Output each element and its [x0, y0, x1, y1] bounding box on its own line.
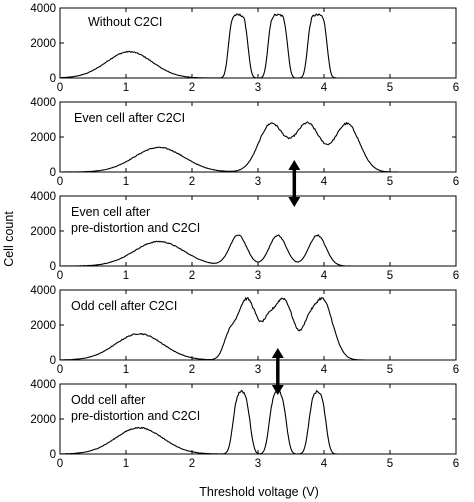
x-tick-label: 0: [57, 82, 63, 94]
x-tick-label: 0: [57, 458, 63, 470]
x-tick-label: 1: [123, 364, 129, 376]
arrows-group: [271, 160, 301, 395]
panel-5: 0 1 2 3 4 5 6 0 2000 4000 Odd cell after pre-distor…: [30, 379, 459, 470]
x-tick-label: 4: [321, 270, 328, 282]
panel-2: 0 1 2 3 4 5 6 0 2000 4000 Even cell after C2CI: [30, 97, 459, 188]
x-tick-label: 2: [189, 270, 195, 282]
y-tick-label: 4000: [30, 379, 56, 391]
series-line: [59, 389, 456, 455]
x-tick-label: 3: [255, 176, 261, 188]
y-tick-label: 4000: [30, 285, 56, 297]
x-tick-label: 1: [123, 176, 129, 188]
x-tick-label: 6: [453, 82, 459, 94]
x-tick-label: 6: [453, 270, 459, 282]
y-tick-label: 2000: [30, 132, 56, 144]
y-tick-label: 2000: [30, 38, 56, 50]
series-line: [60, 233, 456, 267]
x-tick-label: 5: [387, 82, 393, 94]
panel-annotation: Even cell after C2CI: [74, 111, 185, 125]
panel-annotation: Even cell after: [71, 205, 150, 219]
y-axis-label: Cell count: [2, 211, 16, 267]
series-line: [60, 121, 456, 173]
x-tick-label: 5: [387, 270, 393, 282]
x-tick-label: 3: [255, 458, 261, 470]
panel-annotation: pre-distortion and C2CI: [71, 221, 200, 235]
x-axis-label: Threshold voltage (V): [199, 485, 319, 499]
x-tick-label: 0: [57, 176, 63, 188]
x-tick-label: 3: [255, 82, 261, 94]
arrowhead-down: [271, 385, 284, 395]
double-arrow: [288, 160, 301, 207]
x-tick-label: 5: [387, 364, 393, 376]
x-tick-label: 4: [321, 82, 328, 94]
series-line: [59, 13, 456, 79]
y-tick-label: 2000: [30, 320, 56, 332]
series-line: [59, 296, 456, 361]
arrowhead-up: [288, 160, 301, 170]
y-tick-label: 0: [50, 73, 56, 85]
x-tick-label: 4: [321, 458, 328, 470]
y-tick-label: 0: [50, 449, 56, 461]
x-tick-label: 2: [189, 458, 195, 470]
x-tick-label: 2: [189, 176, 195, 188]
x-tick-label: 0: [57, 270, 63, 282]
y-tick-label: 4000: [30, 3, 56, 15]
panel-3: 0 1 2 3 4 5 6 0 2000 4000 Even cell after pre-disto…: [30, 191, 459, 282]
y-tick-label: 2000: [30, 414, 56, 426]
x-tick-label: 5: [387, 458, 393, 470]
x-tick-label: 3: [255, 270, 261, 282]
y-tick-label: 4000: [30, 191, 56, 203]
y-tick-label: 2000: [30, 226, 56, 238]
x-tick-label: 3: [255, 364, 261, 376]
x-tick-label: 1: [123, 270, 129, 282]
x-tick-label: 6: [453, 176, 459, 188]
y-tick-label: 0: [50, 261, 56, 273]
panel-4: 0 1 2 3 4 5 6 0 2000 4000 Odd cell after C2CI: [30, 285, 459, 376]
x-tick-label: 1: [123, 82, 129, 94]
x-tick-label: 2: [189, 82, 195, 94]
arrowhead-down: [288, 197, 301, 207]
double-arrow: [271, 348, 284, 395]
panel-annotation: Odd cell after C2CI: [71, 299, 177, 313]
y-tick-label: 0: [50, 355, 56, 367]
arrowhead-up: [271, 348, 284, 358]
y-tick-label: 4000: [30, 97, 56, 109]
panel-annotation: Without C2CI: [88, 15, 162, 29]
x-tick-label: 4: [321, 176, 328, 188]
panel-annotation: pre-distortion and C2CI: [71, 409, 200, 423]
y-tick-label: 0: [50, 167, 56, 179]
x-tick-label: 6: [453, 458, 459, 470]
panel-1: 0 1 2 3 4 5 6 0 2000 4000 Without C2CI: [30, 3, 459, 94]
x-tick-label: 2: [189, 364, 195, 376]
x-tick-label: 1: [123, 458, 129, 470]
x-tick-label: 4: [321, 364, 328, 376]
x-tick-label: 0: [57, 364, 63, 376]
x-tick-label: 5: [387, 176, 393, 188]
panel-annotation: Odd cell after: [71, 393, 145, 407]
x-tick-label: 6: [453, 364, 459, 376]
